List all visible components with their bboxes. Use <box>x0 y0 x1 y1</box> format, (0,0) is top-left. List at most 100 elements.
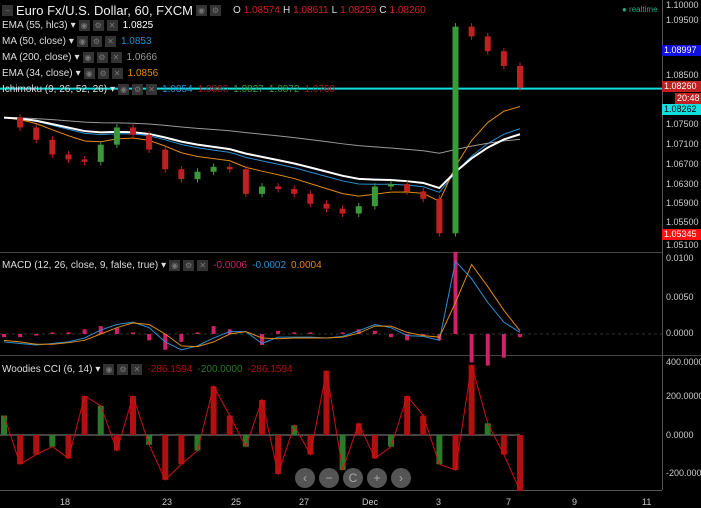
date-tick: 18 <box>60 497 71 507</box>
macd-tick: 0.0100 <box>666 253 694 263</box>
eye-icon[interactable]: ◉ <box>118 83 130 95</box>
macd-histogram-bar <box>372 330 377 334</box>
cci-bar <box>500 435 507 455</box>
gear-icon[interactable]: ⚙ <box>132 83 144 95</box>
date-tick: 9 <box>572 497 578 507</box>
macd-histogram-bar <box>501 334 506 358</box>
cci-bar <box>162 435 169 480</box>
price-tick: 1.05500 <box>666 217 699 227</box>
indicator-value: -200.0000 <box>197 363 243 375</box>
dropdown-icon[interactable]: ▾ <box>161 259 167 271</box>
candle-body <box>339 208 346 214</box>
indicator-label[interactable]: Ichimoku (9, 26, 52, 26) <box>2 83 108 95</box>
cci-bar <box>339 435 346 471</box>
time-axis-line <box>0 490 662 491</box>
nav-button-1[interactable]: − <box>319 468 339 488</box>
close-icon[interactable]: ✕ <box>197 259 209 271</box>
candle-body <box>113 127 120 145</box>
macd-histogram-bar <box>66 332 71 334</box>
nav-button-4[interactable]: › <box>391 468 411 488</box>
close-icon[interactable]: ✕ <box>104 35 116 47</box>
macd-histogram-bar <box>114 327 119 334</box>
eye-icon[interactable]: ◉ <box>83 67 95 79</box>
indicator-label[interactable]: EMA (34, close) <box>2 67 73 79</box>
close-icon[interactable]: ✕ <box>111 67 123 79</box>
close-icon[interactable]: ✕ <box>106 19 118 31</box>
candle-body <box>49 139 56 155</box>
indicator-label[interactable]: MACD (12, 26, close, 9, false, true) <box>2 259 159 271</box>
gear-icon[interactable]: ⚙ <box>97 67 109 79</box>
indicator-legend: EMA (55, hlc3) ▾ ◉ ⚙ ✕ 1.0825 <box>2 18 153 32</box>
eye-icon[interactable]: ◉ <box>103 363 115 375</box>
indicator-label[interactable]: MA (50, close) <box>2 35 66 47</box>
price-tag: 1.08262 <box>662 104 701 115</box>
cci-bar <box>210 386 217 435</box>
dropdown-icon[interactable]: ▾ <box>75 67 81 79</box>
candle-body <box>420 191 427 199</box>
nav-button-0[interactable]: ‹ <box>295 468 315 488</box>
dropdown-icon[interactable]: ▾ <box>74 51 80 63</box>
indicator-label[interactable]: Woodies CCI (6, 14) <box>2 363 93 375</box>
indicator-value: 1.0872 <box>268 83 300 95</box>
gear-icon[interactable]: ⚙ <box>183 259 195 271</box>
date-tick: 27 <box>299 497 310 507</box>
candle-body <box>194 171 201 180</box>
indicator-value: 1.0880 <box>197 83 229 95</box>
cci-bar <box>17 435 24 465</box>
dropdown-icon[interactable]: ▾ <box>68 35 74 47</box>
cci-bar <box>468 364 475 435</box>
indicator-legend: MA (200, close) ▾ ◉ ⚙ ✕ 1.0666 <box>2 50 157 64</box>
gear-icon[interactable]: ⚙ <box>90 35 102 47</box>
gear-icon[interactable]: ⚙ <box>117 363 129 375</box>
cci-bar <box>436 435 443 465</box>
cci-bar <box>242 435 249 447</box>
gear-icon[interactable]: ⚙ <box>96 51 108 63</box>
ohlc-readout: O 1.08574 H 1.08611 L 1.08259 C 1.08260 <box>233 4 426 16</box>
price-tag: 1.08997 <box>662 45 701 56</box>
dropdown-icon[interactable]: ▾ <box>70 19 76 31</box>
cci-bar <box>420 415 427 435</box>
cci-tick: 400.0000 <box>666 357 701 367</box>
indicator-value: 0.0004 <box>291 259 322 271</box>
candle-body <box>210 166 217 172</box>
dropdown-icon[interactable]: ▾ <box>110 83 116 95</box>
eye-icon[interactable]: ◉ <box>78 19 90 31</box>
price-tick: 1.06700 <box>666 159 699 169</box>
gear-icon[interactable]: ⚙ <box>210 4 221 16</box>
indicator-label[interactable]: MA (200, close) <box>2 51 72 63</box>
close-icon[interactable]: ✕ <box>146 83 158 95</box>
collapse-icon[interactable]: − <box>2 4 13 16</box>
nav-button-2[interactable]: C <box>343 468 363 488</box>
macd-histogram-bar <box>518 334 522 338</box>
moving-average-line <box>3 106 521 203</box>
indicator-value: 1.0827 <box>233 83 264 95</box>
eye-icon[interactable]: ◉ <box>169 259 181 271</box>
cci-bar <box>33 435 40 455</box>
cci-bar <box>452 435 459 471</box>
symbol-title[interactable]: Euro Fx/U.S. Dollar, 60, FXCM <box>16 2 193 18</box>
eye-icon[interactable]: ◉ <box>196 4 207 16</box>
price-tick: 1.10000 <box>666 0 699 10</box>
macd-histogram-bar <box>469 334 474 363</box>
nav-button-3[interactable]: + <box>367 468 387 488</box>
candle-body <box>404 184 411 192</box>
eye-icon[interactable]: ◉ <box>82 51 94 63</box>
macd-histogram-bar <box>276 330 281 334</box>
gear-icon[interactable]: ⚙ <box>92 19 104 31</box>
candle-body <box>162 149 169 170</box>
eye-icon[interactable]: ◉ <box>76 35 88 47</box>
candle-body <box>388 184 394 187</box>
indicator-label[interactable]: EMA (55, hlc3) <box>2 19 68 31</box>
price-tick: 1.05100 <box>666 240 699 250</box>
close-icon[interactable]: ✕ <box>110 51 122 63</box>
dropdown-icon[interactable]: ▾ <box>95 363 101 375</box>
candle-body <box>452 26 459 234</box>
close-icon[interactable]: ✕ <box>131 363 143 375</box>
candle-body <box>500 51 507 66</box>
indicator-value: -0.0006 <box>213 259 248 271</box>
moving-average-line <box>3 116 521 190</box>
cci-bar <box>323 370 330 435</box>
cci-bar <box>484 423 491 435</box>
macd-histogram-bar <box>260 334 264 346</box>
